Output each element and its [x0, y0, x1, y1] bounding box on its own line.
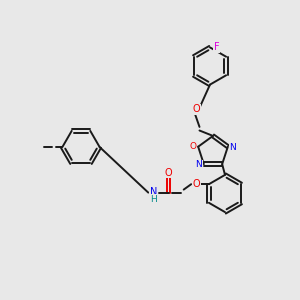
Text: O: O [193, 179, 200, 189]
Text: N: N [230, 143, 236, 152]
Text: O: O [193, 104, 200, 115]
Text: H: H [150, 195, 157, 204]
Text: O: O [165, 167, 172, 178]
Text: N: N [150, 187, 157, 197]
Text: O: O [190, 142, 196, 151]
Text: F: F [214, 42, 219, 52]
Text: N: N [195, 160, 202, 169]
